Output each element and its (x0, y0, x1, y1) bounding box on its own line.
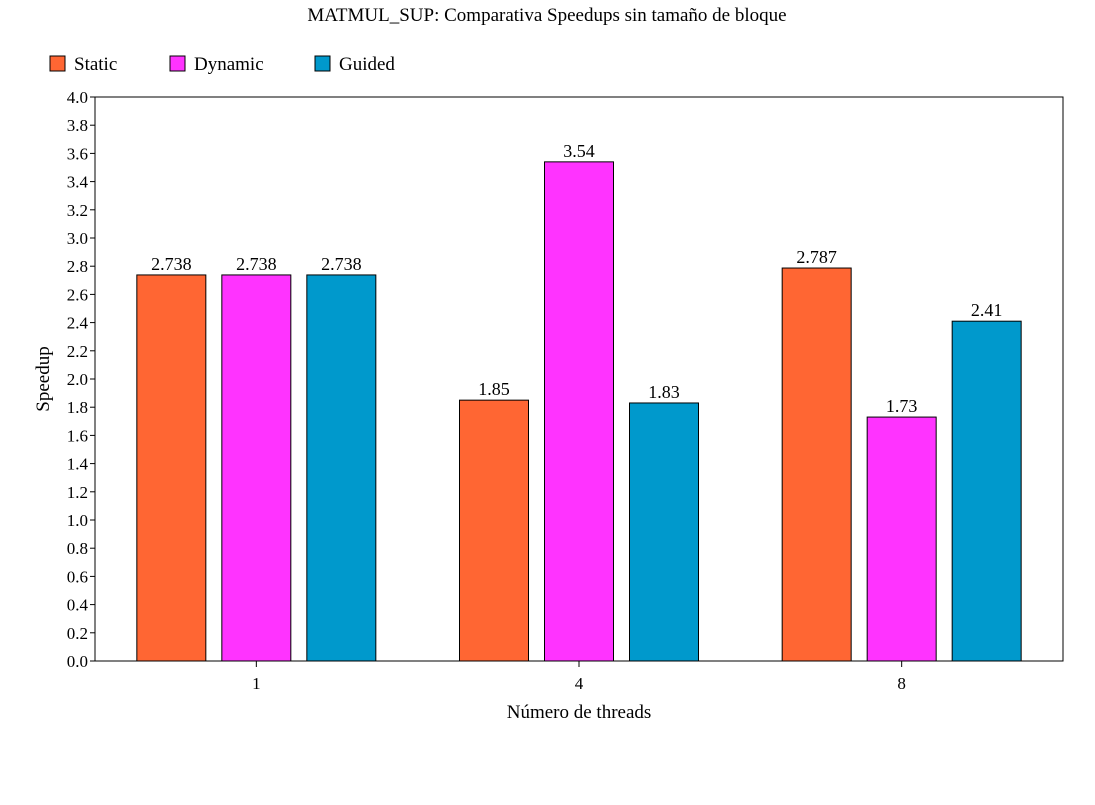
bar-guided-4 (629, 402, 699, 662)
bar-static-1 (136, 274, 207, 662)
data-label: 3.54 (563, 141, 595, 161)
bar-static-4 (459, 399, 529, 662)
y-tick-label: 2.0 (67, 370, 88, 389)
y-tick-label: 3.8 (67, 116, 88, 135)
y-tick-label: 0.2 (67, 624, 88, 643)
bar-dynamic-4 (544, 161, 614, 662)
data-label: 1.73 (886, 396, 918, 416)
x-tick-label: 8 (897, 674, 906, 693)
bar-dynamic-1 (221, 274, 292, 662)
data-label: 2.41 (971, 300, 1003, 320)
data-label: 2.738 (321, 254, 362, 274)
y-tick-label: 2.6 (67, 285, 88, 304)
legend: Static Dynamic Guided (49, 54, 395, 75)
data-label: 2.738 (151, 254, 192, 274)
x-tick-label: 4 (575, 674, 584, 693)
x-axis-label: Número de threads (507, 702, 652, 723)
y-tick-label: 1.0 (67, 511, 88, 530)
legend-label: Static (74, 54, 117, 75)
chart-title: MATMUL_SUP: Comparativa Speedups sin tam… (307, 5, 786, 26)
y-tick-label: 0.4 (67, 596, 89, 615)
data-label: 1.83 (648, 382, 680, 402)
y-tick-label: 2.8 (67, 257, 88, 276)
legend-label: Dynamic (194, 54, 264, 75)
y-tick-label: 2.2 (67, 342, 88, 361)
legend-swatch-dynamic (169, 55, 186, 72)
y-tick-label: 1.8 (67, 398, 88, 417)
legend-swatch-guided (314, 55, 331, 72)
bar-guided-8 (951, 320, 1022, 662)
y-tick-label: 1.2 (67, 483, 88, 502)
y-axis-label: Speedup (33, 346, 54, 411)
y-tick-label: 3.0 (67, 229, 88, 248)
bar-dynamic-8 (866, 416, 937, 662)
data-label: 2.787 (796, 247, 837, 267)
plot-area: 0.0 0.2 0.4 0.6 0.8 1.0 1.2 1.4 1.6 1.8 2.0 2.2 2.4 2… (67, 88, 1064, 693)
y-tick-label: 3.6 (67, 144, 88, 163)
x-tick-label: 1 (252, 674, 261, 693)
y-tick-label: 0.6 (67, 567, 88, 586)
legend-label: Guided (339, 54, 395, 75)
y-tick-label: 0.0 (67, 652, 88, 671)
y-tick-label: 1.6 (67, 426, 88, 445)
data-label: 1.85 (478, 379, 510, 399)
y-tick-label: 4.0 (67, 88, 88, 107)
y-tick-label: 3.2 (67, 201, 88, 220)
bar-static-8 (781, 267, 852, 662)
y-tick-label: 1.4 (67, 455, 89, 474)
y-tick-label: 2.4 (67, 314, 89, 333)
legend-swatch-static (49, 55, 66, 72)
bar-guided-1 (306, 274, 377, 662)
y-tick-label: 3.4 (67, 173, 89, 192)
data-label: 2.738 (236, 254, 277, 274)
y-tick-label: 0.8 (67, 539, 88, 558)
